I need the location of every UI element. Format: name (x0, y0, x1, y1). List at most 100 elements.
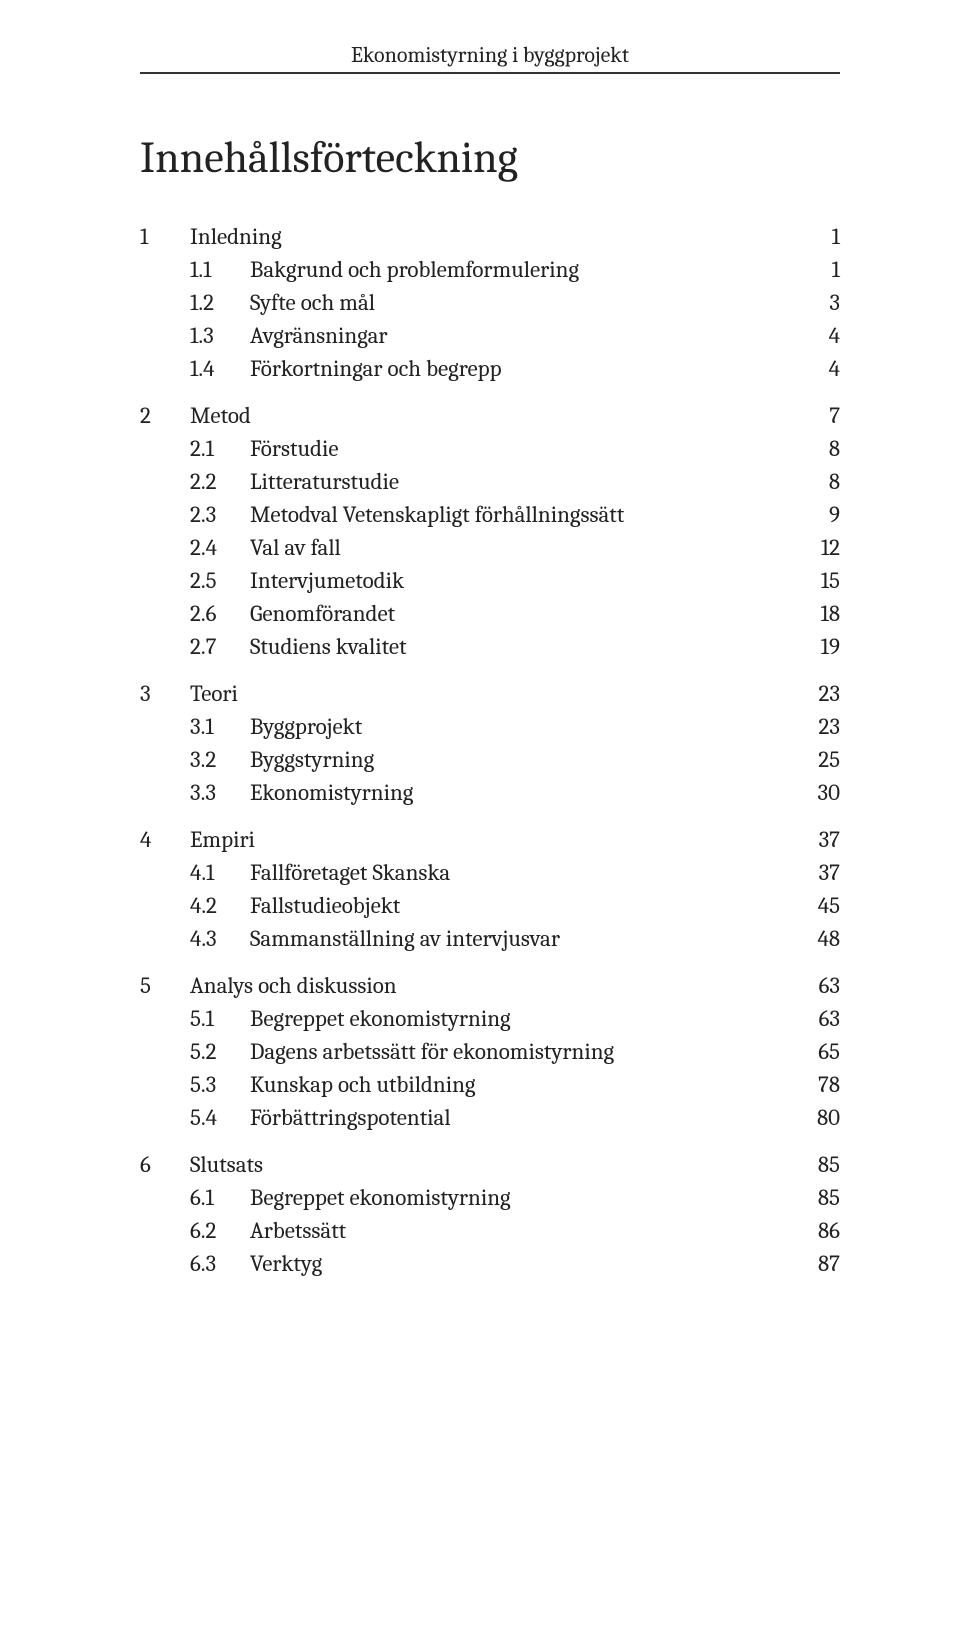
toc-entry-page: 86 (800, 1219, 840, 1242)
toc-entry-label: Sammanställning av intervjusvar (250, 927, 560, 950)
toc-entry-page: 1 (800, 258, 840, 281)
toc-entry[interactable]: 2.7Studiens kvalitet 19 (140, 635, 840, 658)
toc-entry[interactable]: 1.2Syfte och mål 3 (140, 291, 840, 314)
toc-entry[interactable]: 2.4Val av fall12 (140, 536, 840, 559)
toc-entry-page: 4 (800, 324, 840, 347)
toc-entry-number: 2.6 (190, 602, 250, 625)
toc-entry[interactable]: 1.1Bakgrund och problemformulering 1 (140, 258, 840, 281)
toc-entry[interactable]: 3.2Byggstyrning25 (140, 748, 840, 771)
toc-entry[interactable]: 2.2Litteraturstudie 8 (140, 470, 840, 493)
toc-entry-label: Syfte och mål (250, 291, 375, 314)
toc-entry-label: Förstudie (250, 437, 338, 460)
toc-entry[interactable]: 4.3Sammanställning av intervjusvar48 (140, 927, 840, 950)
toc-entry[interactable]: 2Metod7 (140, 404, 840, 427)
toc-entry-page: 85 (800, 1186, 840, 1209)
toc-entry-number: 5 (140, 974, 190, 997)
toc-entry[interactable]: 2.6Genomförandet18 (140, 602, 840, 625)
toc-entry-page: 4 (800, 357, 840, 380)
toc-entry-page: 1 (800, 225, 840, 248)
toc-entry-page: 8 (800, 437, 840, 460)
toc-entry-label: Kunskap och utbildning (250, 1073, 476, 1096)
toc-entry-number: 6.2 (190, 1219, 250, 1242)
toc-entry-label: Inledning (190, 225, 282, 248)
toc-entry-page: 18 (800, 602, 840, 625)
header-rule (140, 72, 840, 74)
toc-entry-label: Litteraturstudie (250, 470, 399, 493)
toc-entry[interactable]: 2.1Förstudie 8 (140, 437, 840, 460)
toc-entry[interactable]: 6.2Arbetssätt86 (140, 1219, 840, 1242)
toc-entry-label: Ekonomistyrning (250, 781, 413, 804)
toc-entry-page: 7 (800, 404, 840, 427)
toc-entry[interactable]: 1.3Avgränsningar4 (140, 324, 840, 347)
toc-entry[interactable]: 5Analys och diskussion 63 (140, 974, 840, 997)
toc-entry[interactable]: 4.1Fallföretaget Skanska37 (140, 861, 840, 884)
toc-entry-label: Begreppet ekonomistyrning (250, 1186, 511, 1209)
toc-entry-label: Teori (190, 682, 238, 705)
toc-entry-label: Förkortningar och begrepp (250, 357, 502, 380)
toc-entry-page: 15 (800, 569, 840, 592)
toc-entry-number: 2.2 (190, 470, 250, 493)
toc-entry-label: Verktyg (250, 1252, 322, 1275)
toc-entry-page: 63 (800, 974, 840, 997)
toc-entry-number: 1.1 (190, 258, 250, 281)
toc-entry-page: 37 (800, 861, 840, 884)
toc-entry[interactable]: 5.2Dagens arbetssätt för ekonomistyrning… (140, 1040, 840, 1063)
toc-entry-number: 4 (140, 828, 190, 851)
toc-entry-number: 5.3 (190, 1073, 250, 1096)
toc-entry[interactable]: 5.1Begreppet ekonomistyrning63 (140, 1007, 840, 1030)
toc-entry-page: 65 (800, 1040, 840, 1063)
toc-entry-number: 1.3 (190, 324, 250, 347)
toc-entry-page: 45 (800, 894, 840, 917)
toc-entry-number: 3.1 (190, 715, 250, 738)
table-of-contents: 1Inledning11.1Bakgrund och problemformul… (140, 225, 840, 1275)
toc-entry[interactable]: 5.4Förbättringspotential80 (140, 1106, 840, 1129)
toc-entry-label: Studiens kvalitet (250, 635, 407, 658)
toc-entry-number: 1.2 (190, 291, 250, 314)
toc-entry-number: 3 (140, 682, 190, 705)
toc-entry-number: 2.1 (190, 437, 250, 460)
toc-entry-label: Fallföretaget Skanska (250, 861, 450, 884)
toc-entry-page: 19 (800, 635, 840, 658)
toc-entry-number: 4.2 (190, 894, 250, 917)
toc-entry[interactable]: 5.3Kunskap och utbildning78 (140, 1073, 840, 1096)
toc-entry-number: 6.3 (190, 1252, 250, 1275)
toc-entry-number: 1.4 (190, 357, 250, 380)
toc-entry-page: 30 (800, 781, 840, 804)
toc-entry-page: 3 (800, 291, 840, 314)
running-head: Ekonomistyrning i byggprojekt (140, 42, 840, 68)
toc-entry[interactable]: 6Slutsats85 (140, 1153, 840, 1176)
toc-entry-number: 2.5 (190, 569, 250, 592)
toc-entry-number: 3.2 (190, 748, 250, 771)
toc-entry[interactable]: 3.1Byggprojekt23 (140, 715, 840, 738)
toc-entry-label: Val av fall (250, 536, 341, 559)
toc-entry[interactable]: 1Inledning1 (140, 225, 840, 248)
toc-entry-page: 85 (800, 1153, 840, 1176)
toc-entry-number: 3.3 (190, 781, 250, 804)
toc-entry-label: Förbättringspotential (250, 1106, 451, 1129)
toc-entry[interactable]: 4.2Fallstudieobjekt 45 (140, 894, 840, 917)
toc-entry[interactable]: 2.5Intervjumetodik15 (140, 569, 840, 592)
toc-entry-page: 8 (800, 470, 840, 493)
toc-entry[interactable]: 6.1Begreppet ekonomistyrning85 (140, 1186, 840, 1209)
toc-entry-page: 37 (800, 828, 840, 851)
toc-entry[interactable]: 2.3Metodval Vetenskapligt förhållningssä… (140, 503, 840, 526)
toc-entry-label: Metod (190, 404, 251, 427)
toc-entry-label: Begreppet ekonomistyrning (250, 1007, 511, 1030)
page-title: Innehållsförteckning (140, 132, 840, 183)
toc-entry[interactable]: 3.3Ekonomistyrning 30 (140, 781, 840, 804)
toc-entry-label: Byggstyrning (250, 748, 374, 771)
toc-entry-number: 5.2 (190, 1040, 250, 1063)
toc-entry-label: Bakgrund och problemformulering (250, 258, 579, 281)
toc-entry[interactable]: 1.4Förkortningar och begrepp 4 (140, 357, 840, 380)
toc-entry-number: 6 (140, 1153, 190, 1176)
toc-entry[interactable]: 3Teori 23 (140, 682, 840, 705)
toc-entry[interactable]: 6.3Verktyg87 (140, 1252, 840, 1275)
toc-entry-number: 2.7 (190, 635, 250, 658)
toc-entry-page: 9 (800, 503, 840, 526)
toc-entry-label: Fallstudieobjekt (250, 894, 400, 917)
toc-entry-label: Dagens arbetssätt för ekonomistyrning (250, 1040, 614, 1063)
toc-entry-label: Analys och diskussion (190, 974, 397, 997)
toc-entry[interactable]: 4Empiri37 (140, 828, 840, 851)
page: Ekonomistyrning i byggprojekt Innehållsf… (0, 0, 960, 1632)
toc-entry-page: 23 (800, 682, 840, 705)
